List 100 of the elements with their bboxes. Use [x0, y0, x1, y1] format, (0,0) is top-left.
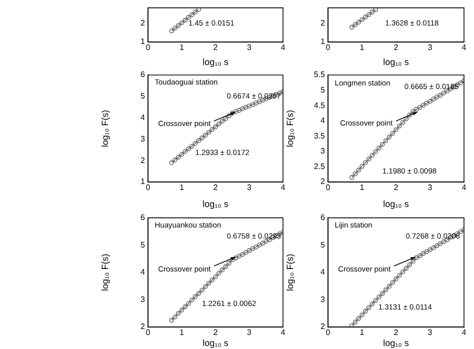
x-tick-label: 0	[326, 43, 331, 52]
point	[356, 20, 361, 25]
y-tick-label: 6	[140, 213, 146, 222]
point	[356, 316, 361, 321]
x-tick-label: 2	[394, 328, 399, 338]
y-tick-label: 4	[320, 116, 326, 126]
point	[250, 246, 256, 252]
y-tick-label: 2	[320, 18, 326, 28]
point	[256, 242, 262, 248]
point	[213, 274, 218, 280]
x-tick-label: 4	[462, 43, 467, 52]
point	[200, 288, 204, 293]
point	[458, 80, 463, 86]
point	[424, 249, 429, 254]
point	[360, 164, 364, 169]
y-tick-label: 6	[320, 213, 326, 222]
point	[189, 298, 194, 302]
y-tick-label: 1	[140, 177, 146, 186]
point	[434, 94, 440, 100]
point	[349, 323, 354, 327]
point	[356, 168, 361, 172]
y-tick-label: 3.5	[314, 131, 326, 140]
point	[373, 149, 378, 154]
point	[223, 264, 228, 270]
point	[189, 144, 194, 149]
point	[373, 8, 378, 12]
point	[360, 17, 364, 22]
x-tick-label: 1	[180, 183, 185, 192]
point	[200, 136, 204, 140]
x-tick-label: 3	[247, 328, 252, 338]
point	[260, 240, 266, 246]
point	[182, 304, 188, 310]
y-tick-label: 1	[320, 37, 326, 46]
point	[186, 146, 191, 152]
x-tick-label: 1	[180, 43, 185, 52]
x-tick-label: 2	[394, 183, 399, 192]
x-axis-title: log₁₀ s	[383, 199, 410, 210]
point	[404, 116, 409, 122]
x-tick-label: 2	[394, 43, 399, 52]
point	[254, 100, 258, 106]
y-tick-label: 2	[320, 177, 326, 186]
point	[414, 255, 419, 260]
point	[169, 318, 174, 323]
x-tick-label: 1	[180, 328, 185, 338]
point	[458, 229, 463, 234]
x-tick-label: 1	[360, 183, 365, 192]
point	[420, 251, 426, 256]
y-tick-label: 4	[140, 268, 146, 277]
point	[250, 102, 256, 107]
y-tick-label: 3	[320, 294, 326, 304]
x-axis-title: log₁₀ s	[383, 57, 410, 68]
point	[206, 280, 212, 286]
point	[236, 108, 242, 113]
y-tick-label: 5	[140, 92, 146, 101]
point	[386, 134, 392, 140]
point	[172, 26, 178, 31]
point	[226, 113, 232, 118]
point	[370, 302, 375, 306]
point	[169, 28, 174, 34]
x-tick-label: 3	[428, 183, 433, 192]
point	[216, 270, 222, 276]
point	[182, 149, 188, 154]
x-tick-label: 2	[213, 183, 218, 192]
point	[407, 112, 412, 118]
point	[390, 280, 395, 285]
y-tick-label: 2	[140, 18, 146, 28]
point	[376, 294, 382, 300]
y-tick-label: 2.5	[314, 162, 326, 171]
point	[349, 24, 354, 30]
point	[360, 312, 364, 318]
point	[410, 258, 416, 264]
y-tick-label: 3	[140, 294, 146, 304]
point	[349, 175, 354, 180]
point	[179, 308, 184, 312]
point	[202, 132, 208, 138]
point	[376, 146, 382, 150]
point	[441, 239, 446, 244]
point	[434, 243, 440, 248]
point	[202, 284, 208, 289]
point	[206, 130, 212, 135]
point	[172, 314, 178, 320]
x-tick-label: 4	[280, 328, 286, 338]
point	[189, 12, 194, 18]
point	[363, 14, 368, 20]
point	[243, 250, 248, 255]
point	[223, 116, 228, 122]
point	[192, 10, 198, 14]
point	[366, 156, 372, 162]
point	[176, 23, 181, 28]
point	[424, 100, 429, 106]
x-axis-title: log₁₀ s	[202, 338, 229, 348]
x-tick-label: 0	[146, 328, 151, 338]
x-tick-label: 2	[213, 328, 218, 338]
point	[246, 248, 252, 253]
point	[397, 273, 402, 278]
x-axis-title: log₁₀ s	[202, 199, 229, 210]
point	[370, 10, 375, 14]
point	[428, 98, 432, 104]
point	[172, 158, 178, 162]
point	[192, 141, 198, 146]
